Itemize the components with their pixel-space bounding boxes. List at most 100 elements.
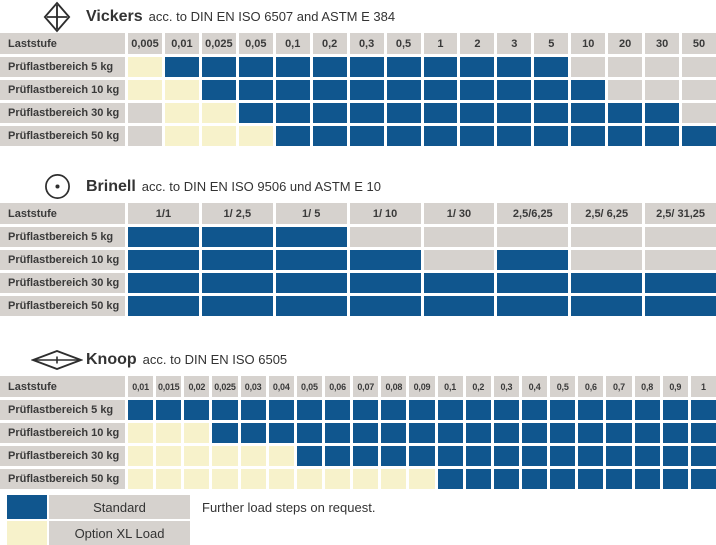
standard-load-cell <box>268 400 294 420</box>
xl-option-load-cell <box>164 126 199 146</box>
standard-load-cell <box>212 400 238 420</box>
standard-load-cell <box>690 446 716 466</box>
standard-load-cell <box>164 57 199 77</box>
xl-option-load-cell <box>381 469 407 489</box>
column-header: 0,1 <box>437 376 463 397</box>
standard-load-cell <box>349 296 421 316</box>
standard-load-cell <box>534 126 569 146</box>
column-header: 10 <box>571 33 606 54</box>
table-row: Prüflastbereich 5 kg <box>0 227 716 247</box>
standard-load-cell <box>437 469 463 489</box>
standard-load-cell <box>128 273 199 293</box>
column-header: 0,05 <box>238 33 273 54</box>
column-header: 1/1 <box>128 203 199 224</box>
standard-load-cell <box>578 469 604 489</box>
standard-load-cell <box>550 469 576 489</box>
standard-load-cell <box>634 469 660 489</box>
standard-load-cell <box>353 446 379 466</box>
unavailable-load-cell <box>608 57 643 77</box>
unavailable-load-cell <box>128 126 162 146</box>
standard-load-cell <box>324 446 351 466</box>
column-header: 0,05 <box>296 376 322 397</box>
standard-load-cell <box>578 400 604 420</box>
unavailable-load-cell <box>645 227 716 247</box>
standard-load-cell <box>353 400 379 420</box>
column-header: 0,8 <box>634 376 660 397</box>
standard-load-cell <box>645 103 680 123</box>
brinell-indenter-icon <box>28 173 86 200</box>
standard-load-cell <box>409 446 435 466</box>
table-row: Prüflastbereich 30 kg <box>0 103 716 123</box>
standard-load-cell <box>349 273 421 293</box>
standard-load-cell <box>690 469 716 489</box>
table-header-row: Laststufe 0,005 0,01 0,025 0,05 0,1 0,2 0,3 0,5 1… <box>0 33 716 54</box>
vickers-indenter-icon <box>28 1 86 33</box>
xl-option-load-cell <box>156 446 182 466</box>
standard-load-cell <box>465 423 491 443</box>
row-header-label: Laststufe <box>0 376 125 397</box>
standard-load-cell <box>275 273 347 293</box>
column-header: 0,9 <box>662 376 688 397</box>
unavailable-load-cell <box>608 80 643 100</box>
row-label: Prüflastbereich 5 kg <box>0 227 125 247</box>
standard-load-cell <box>275 227 347 247</box>
standard-load-cell <box>606 400 632 420</box>
standard-load-cell <box>268 423 294 443</box>
standard-load-cell <box>645 296 716 316</box>
section-subtitle: acc. to DIN EN ISO 6507 and ASTM E 384 <box>148 9 396 24</box>
xl-option-load-cell <box>296 469 322 489</box>
standard-legend-label: Standard <box>49 495 190 519</box>
standard-load-cell <box>465 400 491 420</box>
knoop-load-table: Laststufe 0,01 0,015 0,02 0,025 0,03 0,04 0,05 0… <box>0 376 716 489</box>
column-header: 50 <box>682 33 716 54</box>
xl-legend-label: Option XL Load <box>49 521 190 545</box>
unavailable-load-cell <box>571 250 643 270</box>
column-header: 1 <box>690 376 716 397</box>
section-subtitle: acc. to DIN EN ISO 9506 und ASTM E 10 <box>141 179 381 194</box>
column-header: 2,5/ 31,25 <box>645 203 716 224</box>
standard-load-cell <box>312 103 347 123</box>
standard-load-cell <box>312 126 347 146</box>
standard-load-cell <box>662 446 688 466</box>
standard-load-cell <box>423 103 458 123</box>
standard-load-cell <box>571 273 643 293</box>
brinell-title-row: Brinell acc. to DIN EN ISO 9506 und ASTM… <box>0 173 716 200</box>
standard-load-cell <box>550 423 576 443</box>
unavailable-load-cell <box>128 103 162 123</box>
column-header: 0,6 <box>578 376 604 397</box>
unavailable-load-cell <box>682 57 716 77</box>
table-row: Prüflastbereich 50 kg <box>0 296 716 316</box>
column-header: 30 <box>645 33 680 54</box>
column-header: 0,5 <box>386 33 421 54</box>
xl-option-load-cell <box>164 103 199 123</box>
standard-load-cell <box>238 103 273 123</box>
standard-load-cell <box>212 423 238 443</box>
unavailable-load-cell <box>423 227 495 247</box>
standard-load-cell <box>386 80 421 100</box>
table-header-row: Laststufe 1/1 1/ 2,5 1/ 5 1/ 10 1/ 30 2,5/6,25… <box>0 203 716 224</box>
standard-load-cell <box>634 446 660 466</box>
standard-load-cell <box>493 423 519 443</box>
standard-load-cell <box>275 126 310 146</box>
xl-option-load-cell <box>156 469 182 489</box>
xl-option-load-cell <box>268 469 294 489</box>
standard-load-cell <box>423 57 458 77</box>
unavailable-load-cell <box>645 250 716 270</box>
column-header: 0,4 <box>521 376 548 397</box>
standard-load-cell <box>275 57 310 77</box>
xl-option-load-cell <box>184 446 210 466</box>
standard-load-cell <box>312 80 347 100</box>
standard-load-cell <box>423 126 458 146</box>
xl-option-load-cell <box>268 446 294 466</box>
standard-load-cell <box>682 126 716 146</box>
legend-note: Further load steps on request. <box>202 499 376 515</box>
standard-load-cell <box>201 273 273 293</box>
standard-load-cell <box>493 469 519 489</box>
table-row: Prüflastbereich 30 kg <box>0 273 716 293</box>
standard-load-cell <box>381 400 407 420</box>
row-label: Prüflastbereich 50 kg <box>0 296 125 316</box>
standard-load-cell <box>497 250 569 270</box>
standard-load-cell <box>606 423 632 443</box>
table-row: Prüflastbereich 10 kg <box>0 423 716 443</box>
standard-load-cell <box>128 250 199 270</box>
